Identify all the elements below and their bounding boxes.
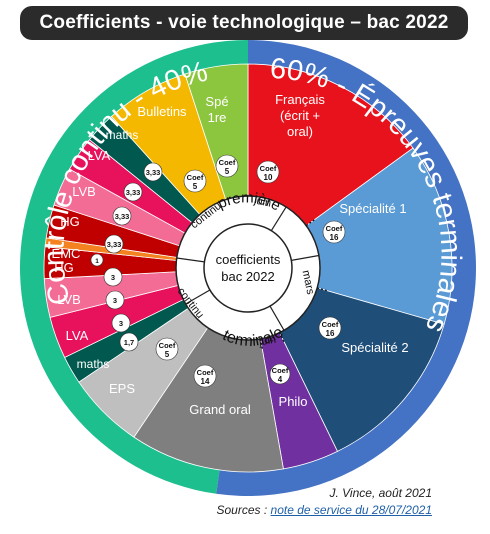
label-lva-t: LVA xyxy=(66,328,89,343)
inner-divider xyxy=(291,254,320,261)
coef-caption-specialite1: Coef xyxy=(326,224,343,233)
coef-badge-maths-p xyxy=(143,162,163,182)
coef-badge-lvb-p xyxy=(112,206,132,226)
label-maths-p: maths xyxy=(106,128,139,142)
sources-line: Sources : note de service du 28/07/2021 xyxy=(217,503,433,517)
sources-prefix: Sources : xyxy=(216,503,271,517)
coef-badge-specialite2 xyxy=(318,316,342,340)
inner-divider xyxy=(269,305,285,331)
coef-badge-hg-p xyxy=(104,234,124,254)
ring-controle-continu xyxy=(20,40,248,494)
coef-value-lva-p: 3,33 xyxy=(126,188,141,197)
author-credit: J. Vince, août 2021 xyxy=(329,486,432,500)
coef-badge-francais xyxy=(256,160,280,184)
label-lva-p: LVA xyxy=(88,148,111,163)
coef-value-hg-p: 3,33 xyxy=(107,240,122,249)
sources-link[interactable]: note de service du 28/07/2021 xyxy=(270,503,432,517)
chart-title: Coefficients - voie technologique – bac … xyxy=(20,6,468,40)
label-francais: Français (écrit + oral) xyxy=(275,92,325,139)
dotted-connector xyxy=(279,332,286,344)
coef-value-maths-p: 3,33 xyxy=(146,168,161,177)
coef-badge-emc xyxy=(90,253,104,267)
label-lvb-p: LVB xyxy=(72,184,96,199)
label-emc: EMC xyxy=(52,246,81,261)
label-philo: Philo xyxy=(279,394,308,409)
coef-caption-philo: Coef xyxy=(272,366,289,375)
coef-value-spe1re: 5 xyxy=(225,167,230,176)
coef-caption-bulletins: Coef xyxy=(187,173,204,182)
label-hg-t: HG xyxy=(54,260,74,275)
coef-badge-philo xyxy=(269,363,291,385)
coef-badge-bulletins xyxy=(183,169,207,193)
coef-caption-spe1re: Coef xyxy=(219,158,236,167)
label-lvb-t: LVB xyxy=(57,292,81,307)
coef-caption-grand-oral: Coef xyxy=(197,368,214,377)
inner-divider xyxy=(270,206,287,232)
label-hg-p: HG xyxy=(60,214,80,229)
label-eps: EPS xyxy=(109,381,135,396)
coef-value-francais: 10 xyxy=(264,173,273,182)
coef-badge-lva-p xyxy=(123,182,143,202)
coef-badge-maths-t xyxy=(119,332,139,352)
label-specialite2: Spécialité 2 xyxy=(341,340,408,355)
coef-caption-francais: Coef xyxy=(260,164,277,173)
dotted-connector xyxy=(259,338,264,351)
coef-badge-spe1re xyxy=(215,154,239,178)
coef-value-emc: 1 xyxy=(95,258,99,265)
label-specialite1: Spécialité 1 xyxy=(339,201,406,216)
dotted-connector xyxy=(305,218,317,227)
coef-badge-specialite1 xyxy=(322,220,346,244)
dotted-connector xyxy=(317,287,329,292)
coef-value-bulletins: 5 xyxy=(193,182,198,191)
label-juin-bottom: juin xyxy=(257,334,277,349)
coef-value-lvb-p: 3,33 xyxy=(115,212,130,221)
coef-caption-eps: Coef xyxy=(159,341,176,350)
center-line-1: coefficients xyxy=(216,252,281,267)
label-grand-oral: Grand oral xyxy=(189,402,251,417)
coef-badge-lva-t xyxy=(111,313,131,333)
coef-value-hg-t: 3 xyxy=(111,273,115,282)
inner-divider xyxy=(185,289,211,305)
coef-value-maths-t: 1,7 xyxy=(124,338,134,347)
coef-badge-hg-t xyxy=(103,267,123,287)
label-juin-top: juin xyxy=(252,194,272,210)
coef-value-grand-oral: 14 xyxy=(201,377,210,386)
coef-value-lva-t: 3 xyxy=(119,319,123,328)
coef-badge-grand-oral xyxy=(193,364,217,388)
inner-divider xyxy=(176,257,205,263)
center-circle xyxy=(203,223,293,313)
label-mars: mars xyxy=(300,269,317,296)
coef-value-specialite1: 16 xyxy=(330,233,339,242)
coef-badge-eps xyxy=(155,337,179,361)
coef-value-lvb-t: 3 xyxy=(113,296,117,305)
label-spe1re: Spé 1re xyxy=(205,94,228,125)
center-line-2: bac 2022 xyxy=(221,269,275,284)
coef-value-specialite2: 16 xyxy=(326,329,335,338)
coef-value-philo: 4 xyxy=(278,375,283,384)
coef-value-eps: 5 xyxy=(165,350,170,359)
coef-caption-specialite2: Coef xyxy=(322,320,339,329)
coef-badge-lvb-t xyxy=(105,290,125,310)
label-bulletins: Bulletins xyxy=(137,104,187,119)
label-maths-t: maths xyxy=(77,357,110,371)
